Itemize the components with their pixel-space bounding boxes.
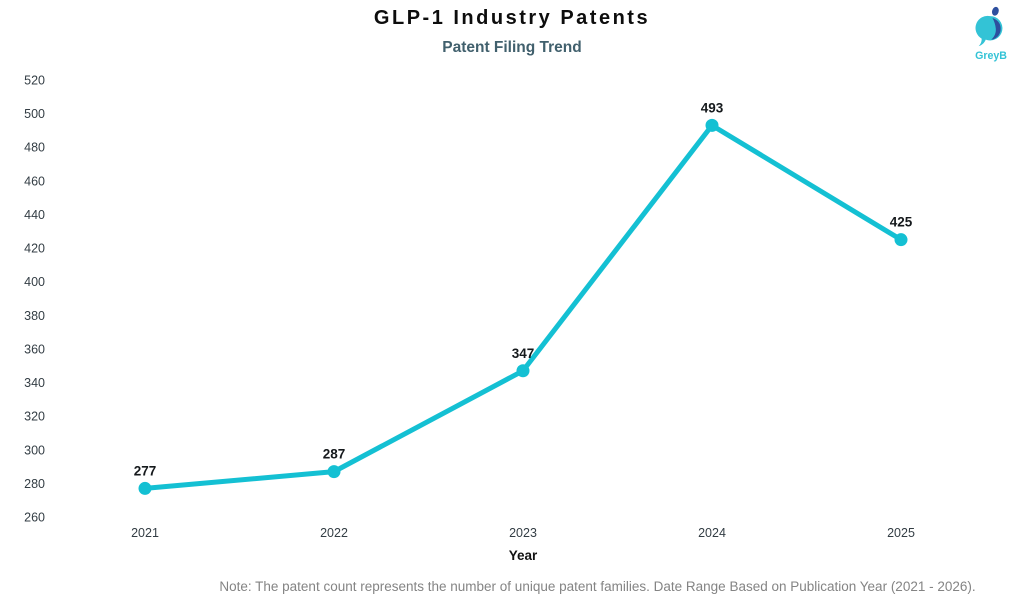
y-tick-label: 360 <box>24 342 45 356</box>
x-axis-title: Year <box>508 548 538 563</box>
data-point-marker <box>327 465 341 479</box>
trend-line <box>142 122 904 491</box>
y-tick-label: 280 <box>24 477 45 491</box>
y-tick-label: 300 <box>24 443 45 457</box>
y-tick-label: 380 <box>24 309 45 323</box>
x-tick-label: 2022 <box>320 526 348 540</box>
data-point-label: 425 <box>890 215 913 230</box>
y-tick-label: 500 <box>24 107 45 121</box>
greyb-logo: GreyB <box>975 6 1007 62</box>
y-tick-label: 520 <box>24 74 45 88</box>
y-tick-label: 460 <box>24 174 45 188</box>
page-subtitle: Patent Filing Trend <box>442 39 582 56</box>
logo-wordmark: GreyB <box>975 50 1007 62</box>
data-point-marker <box>516 364 530 378</box>
y-tick-label: 320 <box>24 410 45 424</box>
logo-crescent-icon <box>991 18 1001 40</box>
data-point-marker <box>894 233 908 247</box>
y-tick-label: 440 <box>24 208 45 222</box>
y-tick-label: 340 <box>24 376 45 390</box>
page-title: GLP-1 Industry Patents <box>373 7 651 29</box>
x-tick-label: 2021 <box>131 526 159 540</box>
y-tick-label: 480 <box>24 141 45 155</box>
y-tick-label: 400 <box>24 275 45 289</box>
y-tick-label: 260 <box>24 511 45 525</box>
chart-footnote: Note: The patent count represents the nu… <box>219 579 976 594</box>
data-point-label: 493 <box>701 100 724 115</box>
y-tick-label: 420 <box>24 242 45 256</box>
x-tick-label: 2025 <box>887 526 915 540</box>
data-point-marker <box>138 481 152 495</box>
data-point-marker <box>705 118 719 132</box>
data-point-label: 287 <box>323 447 346 462</box>
x-tick-label: 2024 <box>698 526 726 540</box>
data-point-label: 347 <box>512 346 535 361</box>
logo-dot-icon <box>991 6 999 16</box>
x-tick-label: 2023 <box>509 526 537 540</box>
data-point-label: 277 <box>134 463 157 478</box>
